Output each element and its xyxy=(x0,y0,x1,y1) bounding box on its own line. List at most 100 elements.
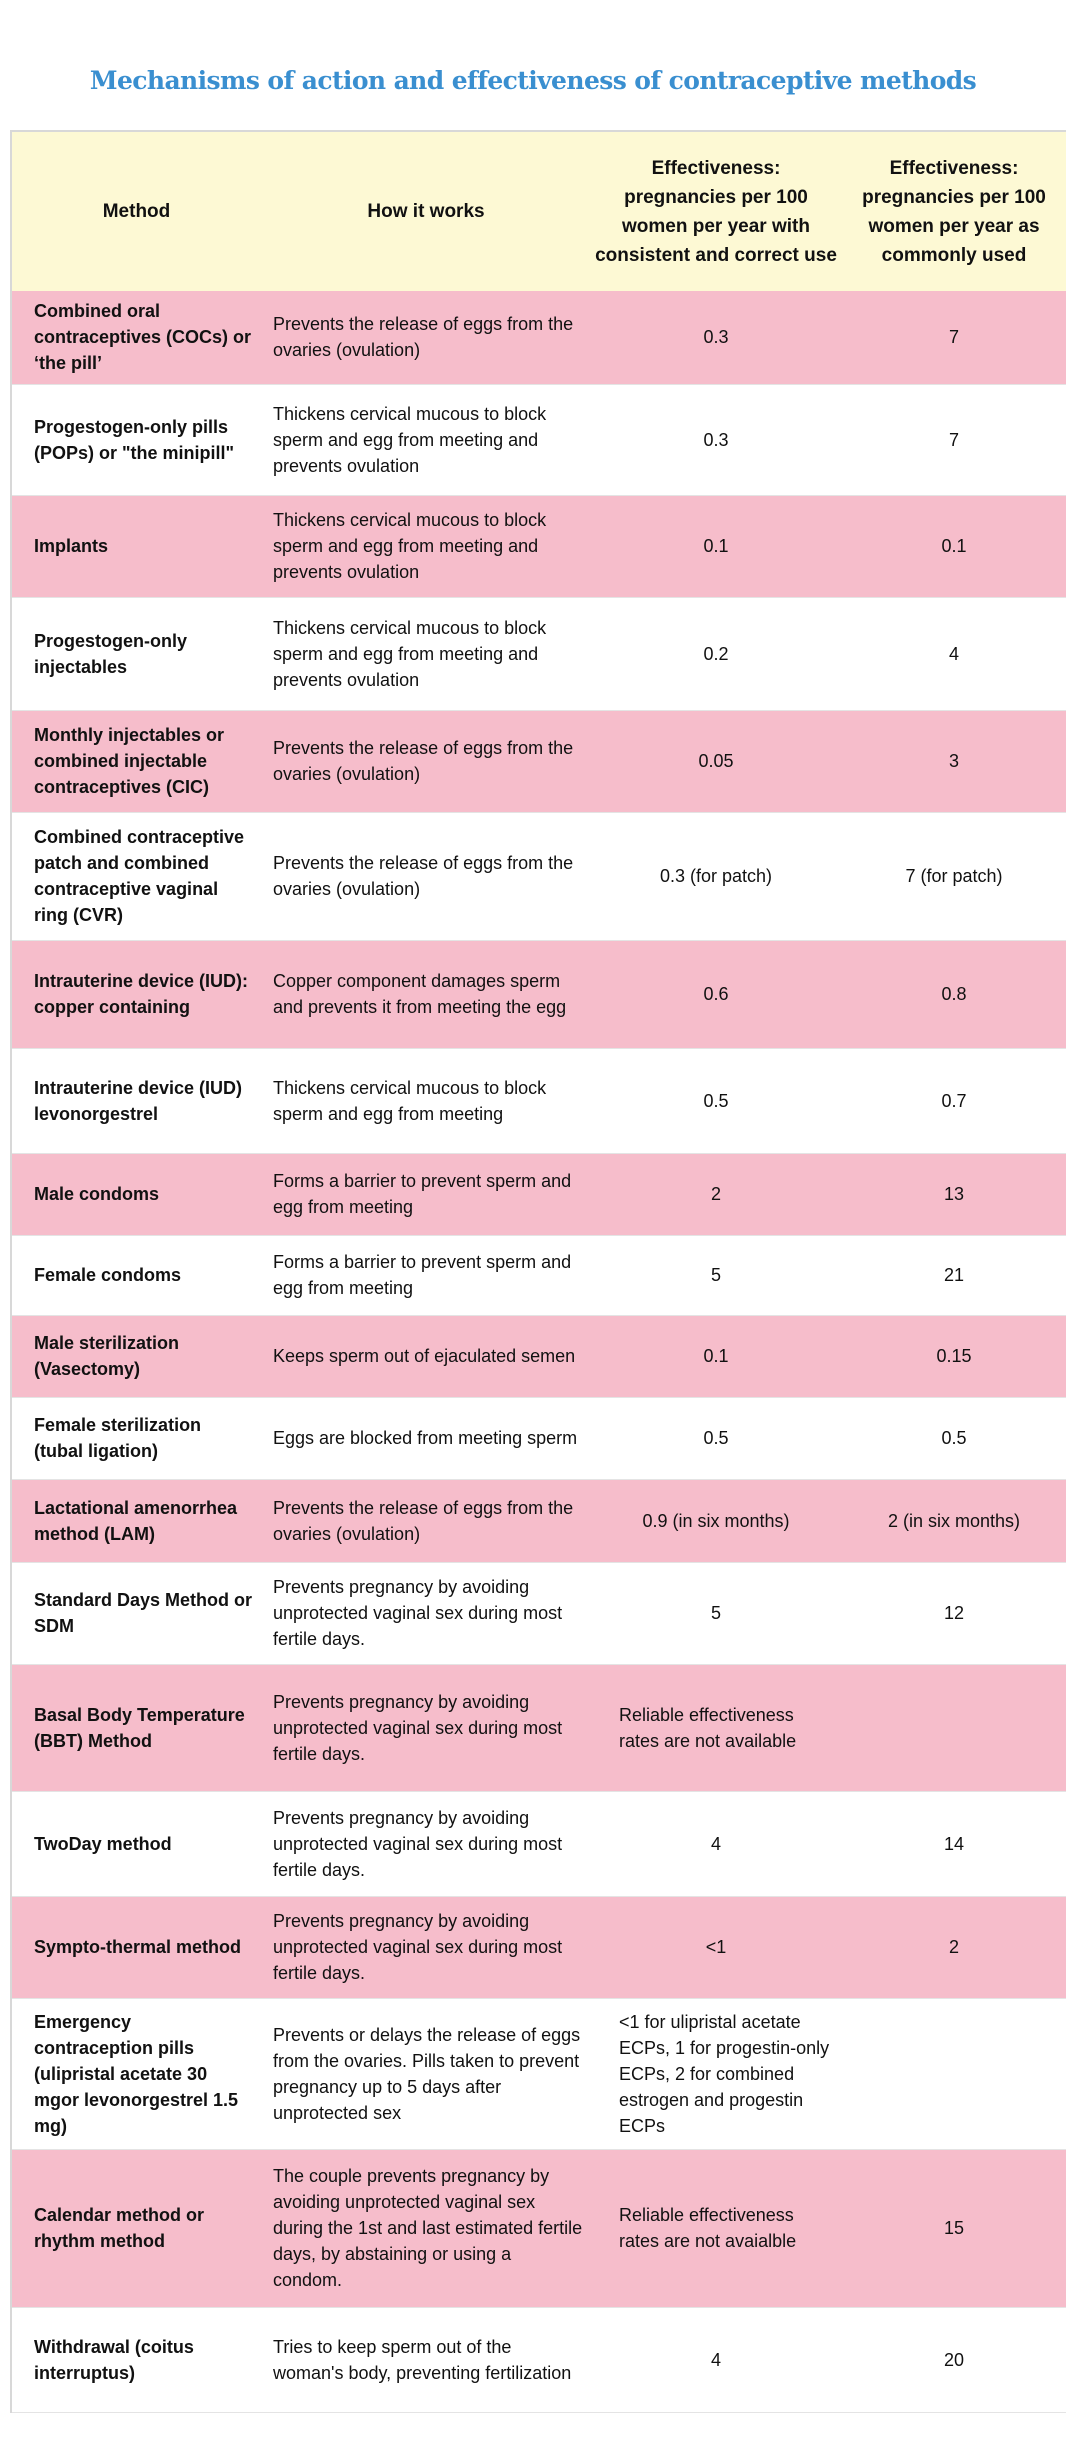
table-row: Male condoms Forms a barrier to prevent s… xyxy=(11,1153,1066,1236)
correct-use-cell: 0.1 xyxy=(591,495,841,598)
correct-use-cell: 0.6 xyxy=(591,940,841,1049)
how-it-works-cell: Forms a barrier to prevent sperm and egg… xyxy=(261,1235,591,1316)
correct-use-cell: Reliable effectiveness rates are not ava… xyxy=(591,2149,841,2308)
table-row: Basal Body Temperature (BBT) Method Preve… xyxy=(11,1664,1066,1792)
common-use-cell: 15 xyxy=(841,2149,1066,2308)
correct-use-cell: 0.05 xyxy=(591,710,841,813)
table-row: Combined contraceptive patch and combine… xyxy=(11,812,1066,941)
correct-use-cell: 2 xyxy=(591,1153,841,1236)
correct-use-cell: 0.3 xyxy=(591,384,841,496)
method-cell: Male sterilization (Vasectomy) xyxy=(11,1315,261,1398)
table-row: Sympto-thermal method Prevents pregnancy … xyxy=(11,1896,1066,1999)
method-cell: Progestogen-only injectables xyxy=(11,597,261,711)
how-it-works-cell: Tries to keep sperm out of the woman's b… xyxy=(261,2307,591,2413)
how-it-works-cell: Prevents pregnancy by avoiding unprotect… xyxy=(261,1791,591,1897)
correct-use-cell: 5 xyxy=(591,1235,841,1316)
table-header-row: Method How it works Effectiveness: pregn… xyxy=(11,131,1066,291)
common-use-cell: 0.15 xyxy=(841,1315,1066,1398)
page-title: Mechanisms of action and effectiveness o… xyxy=(89,66,977,95)
method-cell: Basal Body Temperature (BBT) Method xyxy=(11,1664,261,1792)
how-it-works-cell: Prevents the release of eggs from the ov… xyxy=(261,1479,591,1563)
how-it-works-cell: Forms a barrier to prevent sperm and egg… xyxy=(261,1153,591,1236)
correct-use-cell: 0.5 xyxy=(591,1048,841,1154)
common-use-cell xyxy=(841,1998,1066,2150)
table-row: Intrauterine device (IUD): copper contai… xyxy=(11,940,1066,1049)
table-row: Male sterilization (Vasectomy) Keeps sper… xyxy=(11,1315,1066,1398)
how-it-works-cell: Thickens cervical mucous to block sperm … xyxy=(261,384,591,496)
how-it-works-cell: Thickens cervical mucous to block sperm … xyxy=(261,1048,591,1154)
method-cell: Implants xyxy=(11,495,261,598)
table-row: Progestogen-only pills (POPs) or "the mi… xyxy=(11,384,1066,496)
common-use-cell: 2 xyxy=(841,1896,1066,1999)
how-it-works-cell: Prevents pregnancy by avoiding unprotect… xyxy=(261,1896,591,1999)
correct-use-cell: 4 xyxy=(591,2307,841,2413)
table-row: Female condoms Forms a barrier to prevent… xyxy=(11,1235,1066,1316)
header-how-it-works: How it works xyxy=(261,131,591,291)
table-row: Monthly injectables or combined injectab… xyxy=(11,710,1066,813)
correct-use-cell: 0.1 xyxy=(591,1315,841,1398)
common-use-cell: 0.5 xyxy=(841,1397,1066,1480)
method-cell: Progestogen-only pills (POPs) or "the mi… xyxy=(11,384,261,496)
method-cell: Withdrawal (coitus interruptus) xyxy=(11,2307,261,2413)
how-it-works-cell: Keeps sperm out of ejaculated semen xyxy=(261,1315,591,1398)
method-cell: Male condoms xyxy=(11,1153,261,1236)
method-cell: Calendar method or rhythm method xyxy=(11,2149,261,2308)
correct-use-cell: 0.5 xyxy=(591,1397,841,1480)
correct-use-cell: 0.3 (for patch) xyxy=(591,812,841,941)
table-row: Implants Thickens cervical mucous to bloc… xyxy=(11,495,1066,598)
how-it-works-cell: Prevents the release of eggs from the ov… xyxy=(261,291,591,385)
table-row: Emergency contraception pills (uliprista… xyxy=(11,1998,1066,2150)
method-cell: Standard Days Method or SDM xyxy=(11,1562,261,1665)
common-use-cell: 13 xyxy=(841,1153,1066,1236)
how-it-works-cell: Prevents or delays the release of eggs f… xyxy=(261,1998,591,2150)
table-row: Withdrawal (coitus interruptus) Tries to … xyxy=(11,2307,1066,2413)
method-cell: TwoDay method xyxy=(11,1791,261,1897)
how-it-works-cell: Thickens cervical mucous to block sperm … xyxy=(261,597,591,711)
common-use-cell xyxy=(841,1664,1066,1792)
common-use-cell: 4 xyxy=(841,597,1066,711)
table-row: Calendar method or rhythm method The coup… xyxy=(11,2149,1066,2308)
method-cell: Sympto-thermal method xyxy=(11,1896,261,1999)
common-use-cell: 20 xyxy=(841,2307,1066,2413)
method-cell: Combined oral contraceptives (COCs) or ‘… xyxy=(11,291,261,385)
table-row: Progestogen-only injectables Thickens cer… xyxy=(11,597,1066,711)
how-it-works-cell: The couple prevents pregnancy by avoidin… xyxy=(261,2149,591,2308)
common-use-cell: 0.1 xyxy=(841,495,1066,598)
common-use-cell: 3 xyxy=(841,710,1066,813)
method-cell: Intrauterine device (IUD) levonorgestrel xyxy=(11,1048,261,1154)
how-it-works-cell: Copper component damages sperm and preve… xyxy=(261,940,591,1049)
method-cell: Lactational amenorrhea method (LAM) xyxy=(11,1479,261,1563)
correct-use-cell: Reliable effectiveness rates are not ava… xyxy=(591,1664,841,1792)
method-cell: Emergency contraception pills (uliprista… xyxy=(11,1998,261,2150)
how-it-works-cell: Prevents pregnancy by avoiding unprotect… xyxy=(261,1562,591,1665)
how-it-works-cell: Prevents the release of eggs from the ov… xyxy=(261,710,591,813)
header-method: Method xyxy=(11,131,261,291)
header-effectiveness-correct-use: Effectiveness: pregnancies per 100 women… xyxy=(591,131,841,291)
method-cell: Intrauterine device (IUD): copper contai… xyxy=(11,940,261,1049)
correct-use-cell: 0.9 (in six months) xyxy=(591,1479,841,1563)
table-row: TwoDay method Prevents pregnancy by avoid… xyxy=(11,1791,1066,1897)
how-it-works-cell: Prevents the release of eggs from the ov… xyxy=(261,812,591,941)
how-it-works-cell: Eggs are blocked from meeting sperm xyxy=(261,1397,591,1480)
method-cell: Monthly injectables or combined injectab… xyxy=(11,710,261,813)
method-cell: Female condoms xyxy=(11,1235,261,1316)
contraceptive-table: Method How it works Effectiveness: pregn… xyxy=(10,130,1066,2413)
common-use-cell: 0.8 xyxy=(841,940,1066,1049)
common-use-cell: 12 xyxy=(841,1562,1066,1665)
how-it-works-cell: Thickens cervical mucous to block sperm … xyxy=(261,495,591,598)
correct-use-cell: 4 xyxy=(591,1791,841,1897)
common-use-cell: 0.7 xyxy=(841,1048,1066,1154)
correct-use-cell: <1 xyxy=(591,1896,841,1999)
common-use-cell: 2 (in six months) xyxy=(841,1479,1066,1563)
correct-use-cell: 0.3 xyxy=(591,291,841,385)
how-it-works-cell: Prevents pregnancy by avoiding unprotect… xyxy=(261,1664,591,1792)
table-row: Combined oral contraceptives (COCs) or ‘… xyxy=(11,291,1066,385)
method-cell: Combined contraceptive patch and combine… xyxy=(11,812,261,941)
table-row: Standard Days Method or SDM Prevents preg… xyxy=(11,1562,1066,1665)
table-row: Female sterilization (tubal ligation) Egg… xyxy=(11,1397,1066,1480)
table-row: Lactational amenorrhea method (LAM) Preve… xyxy=(11,1479,1066,1563)
common-use-cell: 7 xyxy=(841,291,1066,385)
common-use-cell: 7 (for patch) xyxy=(841,812,1066,941)
common-use-cell: 14 xyxy=(841,1791,1066,1897)
common-use-cell: 21 xyxy=(841,1235,1066,1316)
